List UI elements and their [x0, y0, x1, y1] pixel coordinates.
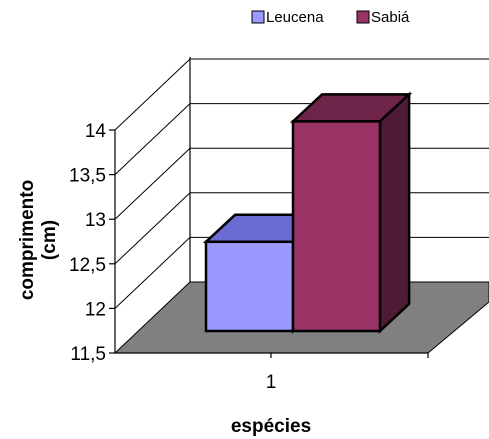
y-axis-ticks: 11,5 12 12,5 13 13,5 14: [69, 121, 115, 365]
y-tick-label: 12,5: [69, 255, 106, 276]
y-tick-label: 11,5: [70, 344, 106, 365]
legend: Leucena Sabiá: [251, 9, 410, 26]
bar-side-face: [378, 91, 411, 334]
y-tick-label: 12: [85, 299, 106, 320]
y-axis-label-line1: comprimento: [17, 180, 38, 300]
gridline: [114, 58, 489, 131]
legend-swatch-sabia: [356, 10, 370, 24]
bar-sabia: [289, 91, 413, 334]
x-tick-label: 1: [266, 372, 277, 393]
bar-front-face: [291, 120, 382, 333]
legend-swatch-leucena: [251, 10, 265, 24]
bars: [202, 91, 413, 334]
x-axis-label: espécies: [231, 416, 311, 437]
y-axis-label: comprimento (cm): [17, 180, 60, 300]
y-axis-label-line2: (cm): [39, 220, 60, 260]
y-tick-label: 13,5: [69, 166, 106, 187]
y-tick-label: 14: [85, 121, 107, 142]
y-tick-label: 13: [85, 210, 106, 231]
legend-label-sabia: Sabiá: [371, 9, 410, 26]
bar-front-face: [204, 240, 295, 333]
legend-label-leucena: Leucena: [266, 9, 324, 26]
